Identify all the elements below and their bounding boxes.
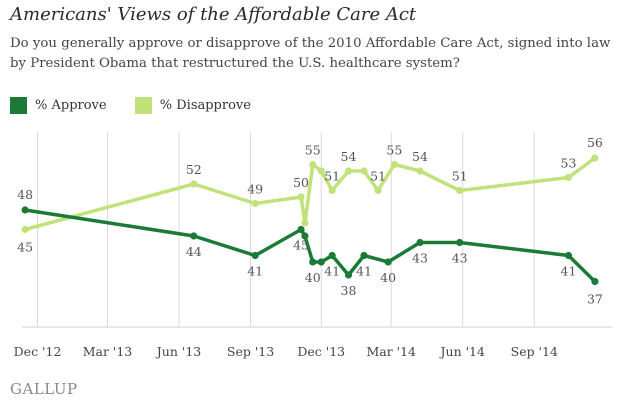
data-point-approve [301,232,309,240]
data-point-disapprove [374,186,382,195]
source-logo: GALLUP [10,380,78,398]
data-label-disapprove: 53 [561,156,577,171]
x-tick-label: Jun '13 [155,344,201,359]
x-tick-label: Sep '14 [511,344,558,359]
x-tick-label: Jun '14 [439,344,485,359]
data-point-disapprove [344,167,353,175]
data-label-approve: 48 [17,187,33,202]
data-point-disapprove [564,173,573,182]
legend-item-disapprove: % Disapprove [134,97,251,114]
chart-title: Americans' Views of the Affordable Care … [10,4,417,25]
data-point-approve [328,251,336,260]
series-lines [21,154,599,286]
data-label-disapprove: 54 [412,149,428,164]
data-point-approve [384,258,392,266]
data-point-approve [591,277,599,286]
data-point-disapprove [251,199,259,208]
legend-swatch-approve [10,97,27,114]
series-line-disapprove [24,156,596,232]
data-point-approve [344,271,353,279]
data-point-approve [317,258,325,266]
data-point-approve [251,251,259,260]
data-label-approve: 38 [341,283,357,298]
data-label-approve: 41 [324,264,340,279]
legend-label-approve: % Approve [35,98,107,113]
data-point-disapprove [297,193,305,201]
data-point-approve [360,251,368,260]
x-tick-label: Sep '13 [227,344,274,359]
data-label-disapprove: 55 [386,143,402,158]
chart-subtitle: Do you generally approve or disapprove o… [10,36,611,71]
x-tick-label: Mar '13 [83,344,133,359]
data-label-disapprove: 51 [370,169,386,184]
legend: % Approve % Disapprove [10,97,275,118]
gridlines [22,132,612,328]
data-label-disapprove: 55 [305,143,321,158]
data-label-disapprove: 51 [324,169,340,184]
data-point-disapprove [21,225,29,234]
data-point-approve [309,258,317,266]
data-label-disapprove: 52 [186,162,202,177]
legend-label-disapprove: % Disapprove [159,98,251,113]
data-label-disapprove: 45 [17,240,33,255]
data-point-disapprove [360,167,368,175]
data-label-approve: 43 [452,251,468,266]
data-label-disapprove: 56 [587,135,603,150]
data-point-disapprove [309,160,317,169]
x-axis-ticks: Dec '12 Mar '13 Jun '13 Sep '13 Dec '13 Mar '… [14,344,558,359]
legend-swatch-disapprove [134,97,152,114]
x-tick-label: Dec '12 [14,344,62,359]
data-label-disapprove: 49 [247,182,263,197]
data-label-approve: 37 [587,292,603,307]
data-point-disapprove [456,186,464,195]
x-tick-label: Mar '14 [366,344,416,359]
data-label-approve: 41 [356,264,372,279]
data-point-disapprove [317,167,325,175]
data-point-approve [297,225,305,234]
data-label-approve: 41 [561,264,577,279]
data-point-approve [564,251,573,260]
data-label-disapprove: 50 [293,175,309,190]
data-label-approve: 41 [247,264,263,279]
data-point-disapprove [190,180,198,188]
data-point-disapprove [390,160,398,169]
data-point-approve [21,206,29,214]
data-label-approve: 40 [380,270,396,285]
data-label-approve: 40 [305,270,321,285]
data-point-approve [416,238,424,247]
data-point-approve [456,238,464,247]
data-point-disapprove [328,186,336,195]
data-point-approve [190,232,198,240]
data-label-approve: 45 [293,238,309,253]
data-point-disapprove [301,219,309,227]
data-label-disapprove: 51 [452,169,468,184]
x-tick-label: Dec '13 [297,344,345,359]
data-label-approve: 44 [186,244,202,259]
data-point-disapprove [416,167,424,175]
data-label-approve: 43 [412,251,428,266]
legend-item-approve: % Approve [10,97,107,114]
data-label-disapprove: 54 [341,149,357,164]
data-point-disapprove [591,154,599,162]
